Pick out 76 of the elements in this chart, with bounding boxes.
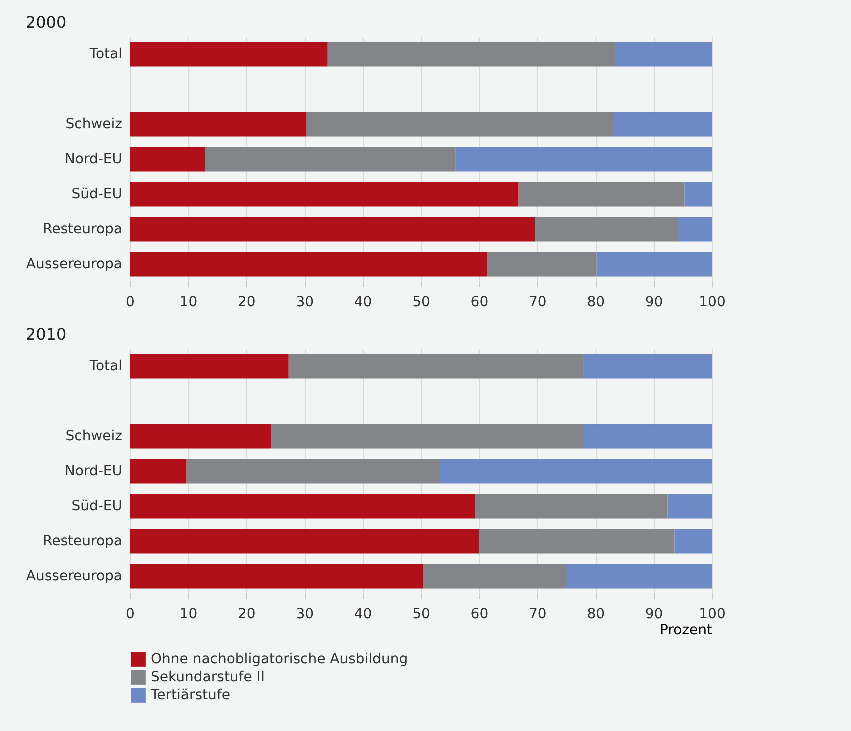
y-tick-label: Resteuropa [43, 222, 122, 238]
x-tick-label: 40 [354, 294, 372, 310]
y-tick-label: Nord-EU [64, 464, 122, 480]
y-tick-label: Aussereuropa [26, 256, 122, 272]
bar [596, 252, 712, 277]
x-tick-label: 0 [126, 606, 135, 622]
bar [130, 494, 476, 519]
x-tick-label: 100 [699, 294, 726, 310]
legend-label: Sekundarstufe II [151, 670, 266, 686]
bar [535, 217, 678, 242]
legend-label: Tertiärstufe [150, 688, 230, 704]
bar [130, 147, 206, 172]
x-tick-label: 80 [587, 294, 606, 310]
bar [613, 112, 712, 137]
bar [583, 424, 712, 449]
bar [566, 564, 712, 589]
bar [130, 459, 186, 484]
x-tick-label: 50 [412, 294, 430, 310]
bar [487, 252, 597, 277]
bar [684, 182, 712, 207]
y-tick-label: Resteuropa [43, 534, 122, 550]
bar [130, 564, 424, 589]
y-tick-label: Süd-EU [72, 498, 122, 514]
chart-title: 2010 [26, 325, 67, 344]
bar [668, 494, 712, 519]
bar [130, 252, 488, 277]
bar [440, 459, 712, 484]
x-tick-label: 10 [180, 606, 198, 622]
x-tick-label: 60 [470, 294, 489, 310]
bar [271, 424, 584, 449]
x-tick-label: 30 [296, 606, 314, 622]
bar [518, 182, 685, 207]
y-tick-label: Total [88, 358, 122, 374]
bar [130, 529, 480, 554]
bar [328, 42, 616, 67]
y-tick-label: Schweiz [66, 116, 122, 132]
legend-label: Ohne nachobligatorische Ausbildung [151, 652, 408, 668]
bar [288, 354, 584, 379]
x-axis-title: Prozent [660, 622, 713, 638]
x-tick-label: 20 [238, 606, 256, 622]
bar [306, 112, 614, 137]
y-tick-label: Schweiz [66, 428, 122, 444]
x-tick-label: 70 [528, 294, 547, 310]
bar [186, 459, 440, 484]
bar [479, 529, 675, 554]
x-tick-label: 60 [470, 606, 489, 622]
bar [475, 494, 668, 519]
bar [678, 217, 712, 242]
bar [205, 147, 456, 172]
x-tick-label: 40 [354, 606, 372, 622]
x-tick-label: 90 [645, 294, 664, 310]
x-tick-label: 70 [528, 606, 547, 622]
bar [130, 217, 536, 242]
x-tick-label: 0 [126, 294, 135, 310]
x-tick-label: 10 [180, 294, 198, 310]
bar [130, 42, 328, 67]
chart-title: 2000 [26, 13, 67, 32]
bar [130, 182, 519, 207]
x-tick-label: 20 [238, 294, 256, 310]
bar [130, 112, 306, 137]
x-tick-label: 80 [587, 606, 606, 622]
bar [423, 564, 566, 589]
bar [674, 529, 712, 554]
bar [456, 147, 712, 172]
y-tick-label: Total [88, 46, 122, 62]
bar [130, 424, 272, 449]
bar [584, 354, 712, 379]
x-tick-label: 100 [699, 606, 726, 622]
bar [130, 354, 289, 379]
y-tick-label: Süd-EU [72, 186, 122, 202]
x-tick-label: 90 [645, 606, 664, 622]
bar [616, 42, 712, 67]
x-tick-label: 50 [412, 606, 430, 622]
y-tick-label: Aussereuropa [26, 568, 122, 584]
y-tick-label: Nord-EU [64, 152, 122, 168]
x-tick-label: 30 [296, 294, 314, 310]
